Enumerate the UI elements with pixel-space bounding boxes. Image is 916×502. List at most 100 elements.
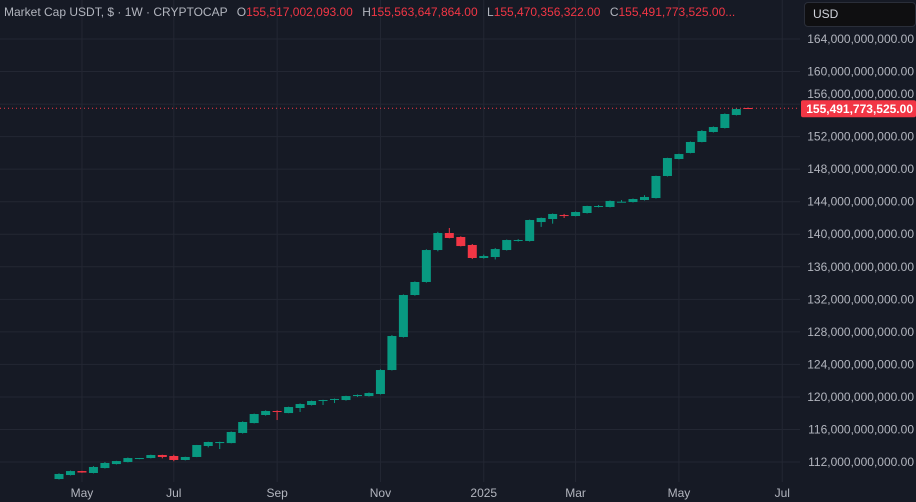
candle	[77, 470, 87, 473]
candle-body	[410, 281, 420, 296]
y-axis-tick-label: 144,000,000,000.00	[807, 195, 914, 209]
high-value: 155,563,647,864.00	[370, 5, 478, 19]
symbol-title[interactable]: Market Cap USDT, $ · 1W · CRYPTOCAP	[4, 5, 228, 19]
candle	[249, 413, 259, 424]
candle	[330, 398, 340, 404]
currency-button[interactable]: USD	[804, 2, 916, 27]
candle	[375, 369, 385, 395]
candle-body	[238, 421, 248, 433]
y-axis-tick-label: 124,000,000,000.00	[807, 357, 914, 371]
candle-body	[215, 442, 225, 444]
candle	[54, 473, 64, 480]
y-axis-tick-label: 152,000,000,000.00	[807, 130, 914, 144]
candle	[674, 153, 684, 160]
candle	[352, 394, 362, 397]
candle	[238, 421, 248, 434]
candle-body	[123, 458, 133, 463]
candle	[685, 141, 695, 154]
open-value: 155,517,002,093.00	[246, 5, 353, 19]
candle-body	[594, 206, 604, 208]
y-axis-tick-label: 120,000,000,000.00	[807, 390, 914, 404]
candle	[65, 470, 75, 476]
candle	[398, 294, 408, 338]
candle-body	[548, 213, 558, 220]
candle	[513, 239, 523, 242]
low-value: 155,470,356,322.00	[493, 5, 601, 19]
y-axis-tick-label: 116,000,000,000.00	[808, 422, 914, 436]
candle-body	[662, 158, 672, 176]
candle-body	[180, 456, 190, 460]
candle	[433, 231, 443, 252]
candle-body	[651, 175, 661, 199]
candle	[708, 126, 718, 133]
candle	[456, 236, 466, 247]
candle	[617, 200, 627, 203]
candle	[467, 244, 477, 260]
candle-body	[157, 455, 167, 457]
candle	[318, 399, 328, 405]
candle	[88, 466, 98, 474]
candle	[594, 204, 604, 208]
candle	[169, 454, 179, 462]
candle-body	[88, 466, 98, 474]
candle	[146, 454, 156, 459]
candle	[559, 213, 569, 218]
candle	[134, 457, 144, 460]
candle	[203, 441, 213, 448]
candle-body	[111, 461, 121, 465]
candle	[387, 335, 397, 371]
candle-body	[490, 249, 500, 258]
close-value: 155,491,773,525.00...	[618, 5, 736, 19]
candle	[180, 456, 190, 461]
candle-body	[65, 471, 75, 476]
y-axis-tick-label: 156,000,000,000.00	[807, 87, 914, 101]
candle-body	[341, 396, 351, 401]
last-price-label: 155,491,773,525.00	[806, 102, 913, 116]
candle-body	[169, 456, 179, 460]
candle	[490, 248, 500, 260]
candle	[743, 107, 753, 110]
candle-body	[226, 432, 236, 444]
candle-body	[674, 154, 684, 159]
candle-body	[364, 393, 374, 397]
candle-body	[192, 445, 202, 457]
x-axis-tick-label: Sep	[266, 486, 288, 500]
x-axis-tick-label: Mar	[565, 486, 586, 500]
candle	[100, 462, 110, 469]
candle-body	[146, 455, 156, 459]
y-axis-tick-label: 128,000,000,000.00	[807, 325, 914, 339]
candle-body	[134, 458, 144, 460]
candle	[261, 410, 271, 416]
candle-body	[352, 394, 362, 397]
close-label: C	[609, 5, 619, 19]
candle-body	[421, 250, 431, 282]
x-axis-tick-label: May	[71, 486, 94, 500]
candle-body	[456, 237, 466, 247]
candle	[341, 395, 351, 401]
candle-body	[502, 240, 512, 251]
candle	[444, 227, 454, 239]
y-axis-tick-label: 132,000,000,000.00	[807, 292, 914, 306]
y-axis-tick-label: 136,000,000,000.00	[807, 260, 914, 274]
candle-body	[307, 401, 317, 405]
candle-body	[571, 212, 581, 217]
candle-body	[720, 114, 730, 128]
candle-body	[203, 442, 213, 446]
last-price-tag	[801, 100, 916, 118]
candle	[284, 406, 294, 414]
candle	[421, 249, 431, 283]
y-axis-tick-label: 140,000,000,000.00	[807, 227, 914, 241]
candle	[215, 441, 225, 450]
candle	[662, 157, 672, 177]
candle-body	[444, 233, 454, 238]
y-axis-tick-label: 164,000,000,000.00	[807, 32, 914, 46]
y-axis-tick-label: 148,000,000,000.00	[807, 162, 914, 176]
candle-body	[697, 131, 707, 142]
candle-body	[261, 411, 271, 415]
high-label: H	[362, 5, 371, 19]
candle-body	[249, 414, 259, 424]
y-axis-tick-label: 112,000,000,000.00	[808, 455, 914, 469]
x-axis-tick-label: Nov	[370, 486, 391, 500]
candle-body	[398, 295, 408, 337]
